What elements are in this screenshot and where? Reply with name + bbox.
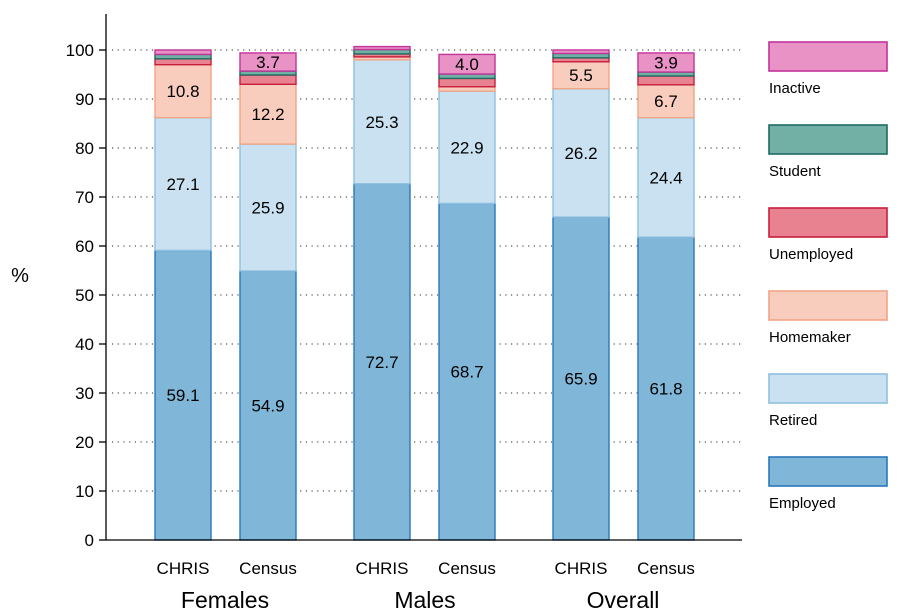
bar-segment-inactive — [154, 49, 212, 56]
group-label: Overall — [587, 587, 660, 613]
bar-segment-employed — [637, 236, 695, 541]
x-tick-label: Census — [239, 559, 297, 578]
x-tick-label: Census — [637, 559, 695, 578]
data-label: 3.7 — [256, 53, 280, 72]
gridlines — [112, 49, 742, 492]
bar-segment-inactive — [438, 53, 496, 75]
data-label: 65.9 — [564, 370, 597, 389]
data-label: 27.1 — [166, 175, 199, 194]
y-tick-label: 60 — [75, 237, 94, 256]
bar-segment-employed — [154, 249, 212, 541]
data-label: 25.3 — [365, 113, 398, 132]
y-tick-label: 30 — [75, 384, 94, 403]
bar-segment-unemployed — [154, 58, 212, 66]
y-tick-label: 20 — [75, 433, 94, 452]
data-label: 59.1 — [166, 386, 199, 405]
bar-segment-inactive — [637, 52, 695, 73]
data-label: 22.9 — [450, 138, 483, 157]
y-tick-label: 50 — [75, 286, 94, 305]
legend-swatch-unemployed — [768, 207, 888, 238]
data-label: 68.7 — [450, 363, 483, 382]
bar-segment-retired — [154, 116, 212, 252]
y-tick-label: 40 — [75, 335, 94, 354]
legend-label-employed: Employed — [769, 495, 836, 512]
legend-label-inactive: Inactive — [769, 80, 821, 97]
x-tick-label: CHRIS — [555, 559, 608, 578]
y-tick-label: 80 — [75, 139, 94, 158]
legend-swatch-homemaker — [768, 290, 888, 321]
y-axis-label: % — [11, 265, 29, 287]
bar-segment-unemployed — [438, 77, 496, 88]
y-tick-label: 10 — [75, 482, 94, 501]
data-label: 25.9 — [251, 199, 284, 218]
bar-segment-homemaker — [154, 63, 212, 119]
data-label: 12.2 — [251, 105, 284, 124]
bars: 59.1 27.1 10.8 54.9 25.9 12.2 3.7 72.7 25.3 68.7 2… — [154, 45, 695, 541]
data-label: 5.5 — [569, 66, 593, 85]
legend-swatch-employed — [768, 456, 888, 487]
bar-segment-retired — [353, 59, 411, 185]
group-label: Females — [181, 587, 269, 613]
data-label: 54.9 — [251, 396, 284, 415]
y-tick-label: 0 — [85, 531, 94, 550]
group-label: Males — [394, 587, 455, 613]
bar-segment-homemaker — [637, 84, 695, 119]
bar-segment-employed — [353, 183, 411, 541]
x-tick-label: CHRIS — [356, 559, 409, 578]
data-label: 26.2 — [564, 144, 597, 163]
y-tick-label: 70 — [75, 188, 94, 207]
legend-swatch-retired — [768, 373, 888, 404]
data-label: 4.0 — [455, 55, 479, 74]
legend: Inactive Student Unemployed Homemaker Retire… — [768, 41, 888, 512]
bar-segment-unemployed — [637, 75, 695, 86]
legend-swatch-student — [768, 124, 888, 155]
bar-segment-unemployed — [239, 74, 297, 85]
data-label: 3.9 — [654, 53, 678, 72]
bar-segment-employed — [438, 202, 496, 541]
legend-swatch-inactive — [768, 41, 888, 72]
x-tick-label: Census — [438, 559, 496, 578]
data-label: 10.8 — [166, 82, 199, 101]
y-tick-label: 90 — [75, 90, 94, 109]
legend-label-retired: Retired — [769, 412, 817, 429]
y-tick-label: 100 — [66, 41, 94, 60]
legend-label-unemployed: Unemployed — [769, 246, 853, 263]
data-label: 72.7 — [365, 353, 398, 372]
legend-label-homemaker: Homemaker — [769, 329, 851, 346]
x-tick-label: CHRIS — [157, 559, 210, 578]
axes: 0 10 20 30 40 50 60 70 80 90 100 CHRIS Census CHRIS Ce… — [66, 14, 742, 613]
data-label: 24.4 — [649, 168, 682, 187]
legend-label-student: Student — [769, 163, 822, 180]
bar-segment-inactive — [239, 52, 297, 72]
bar-segment-inactive — [353, 45, 411, 51]
data-label: 61.8 — [649, 380, 682, 399]
bar-segment-inactive — [552, 49, 610, 55]
data-label: 6.7 — [654, 92, 678, 111]
